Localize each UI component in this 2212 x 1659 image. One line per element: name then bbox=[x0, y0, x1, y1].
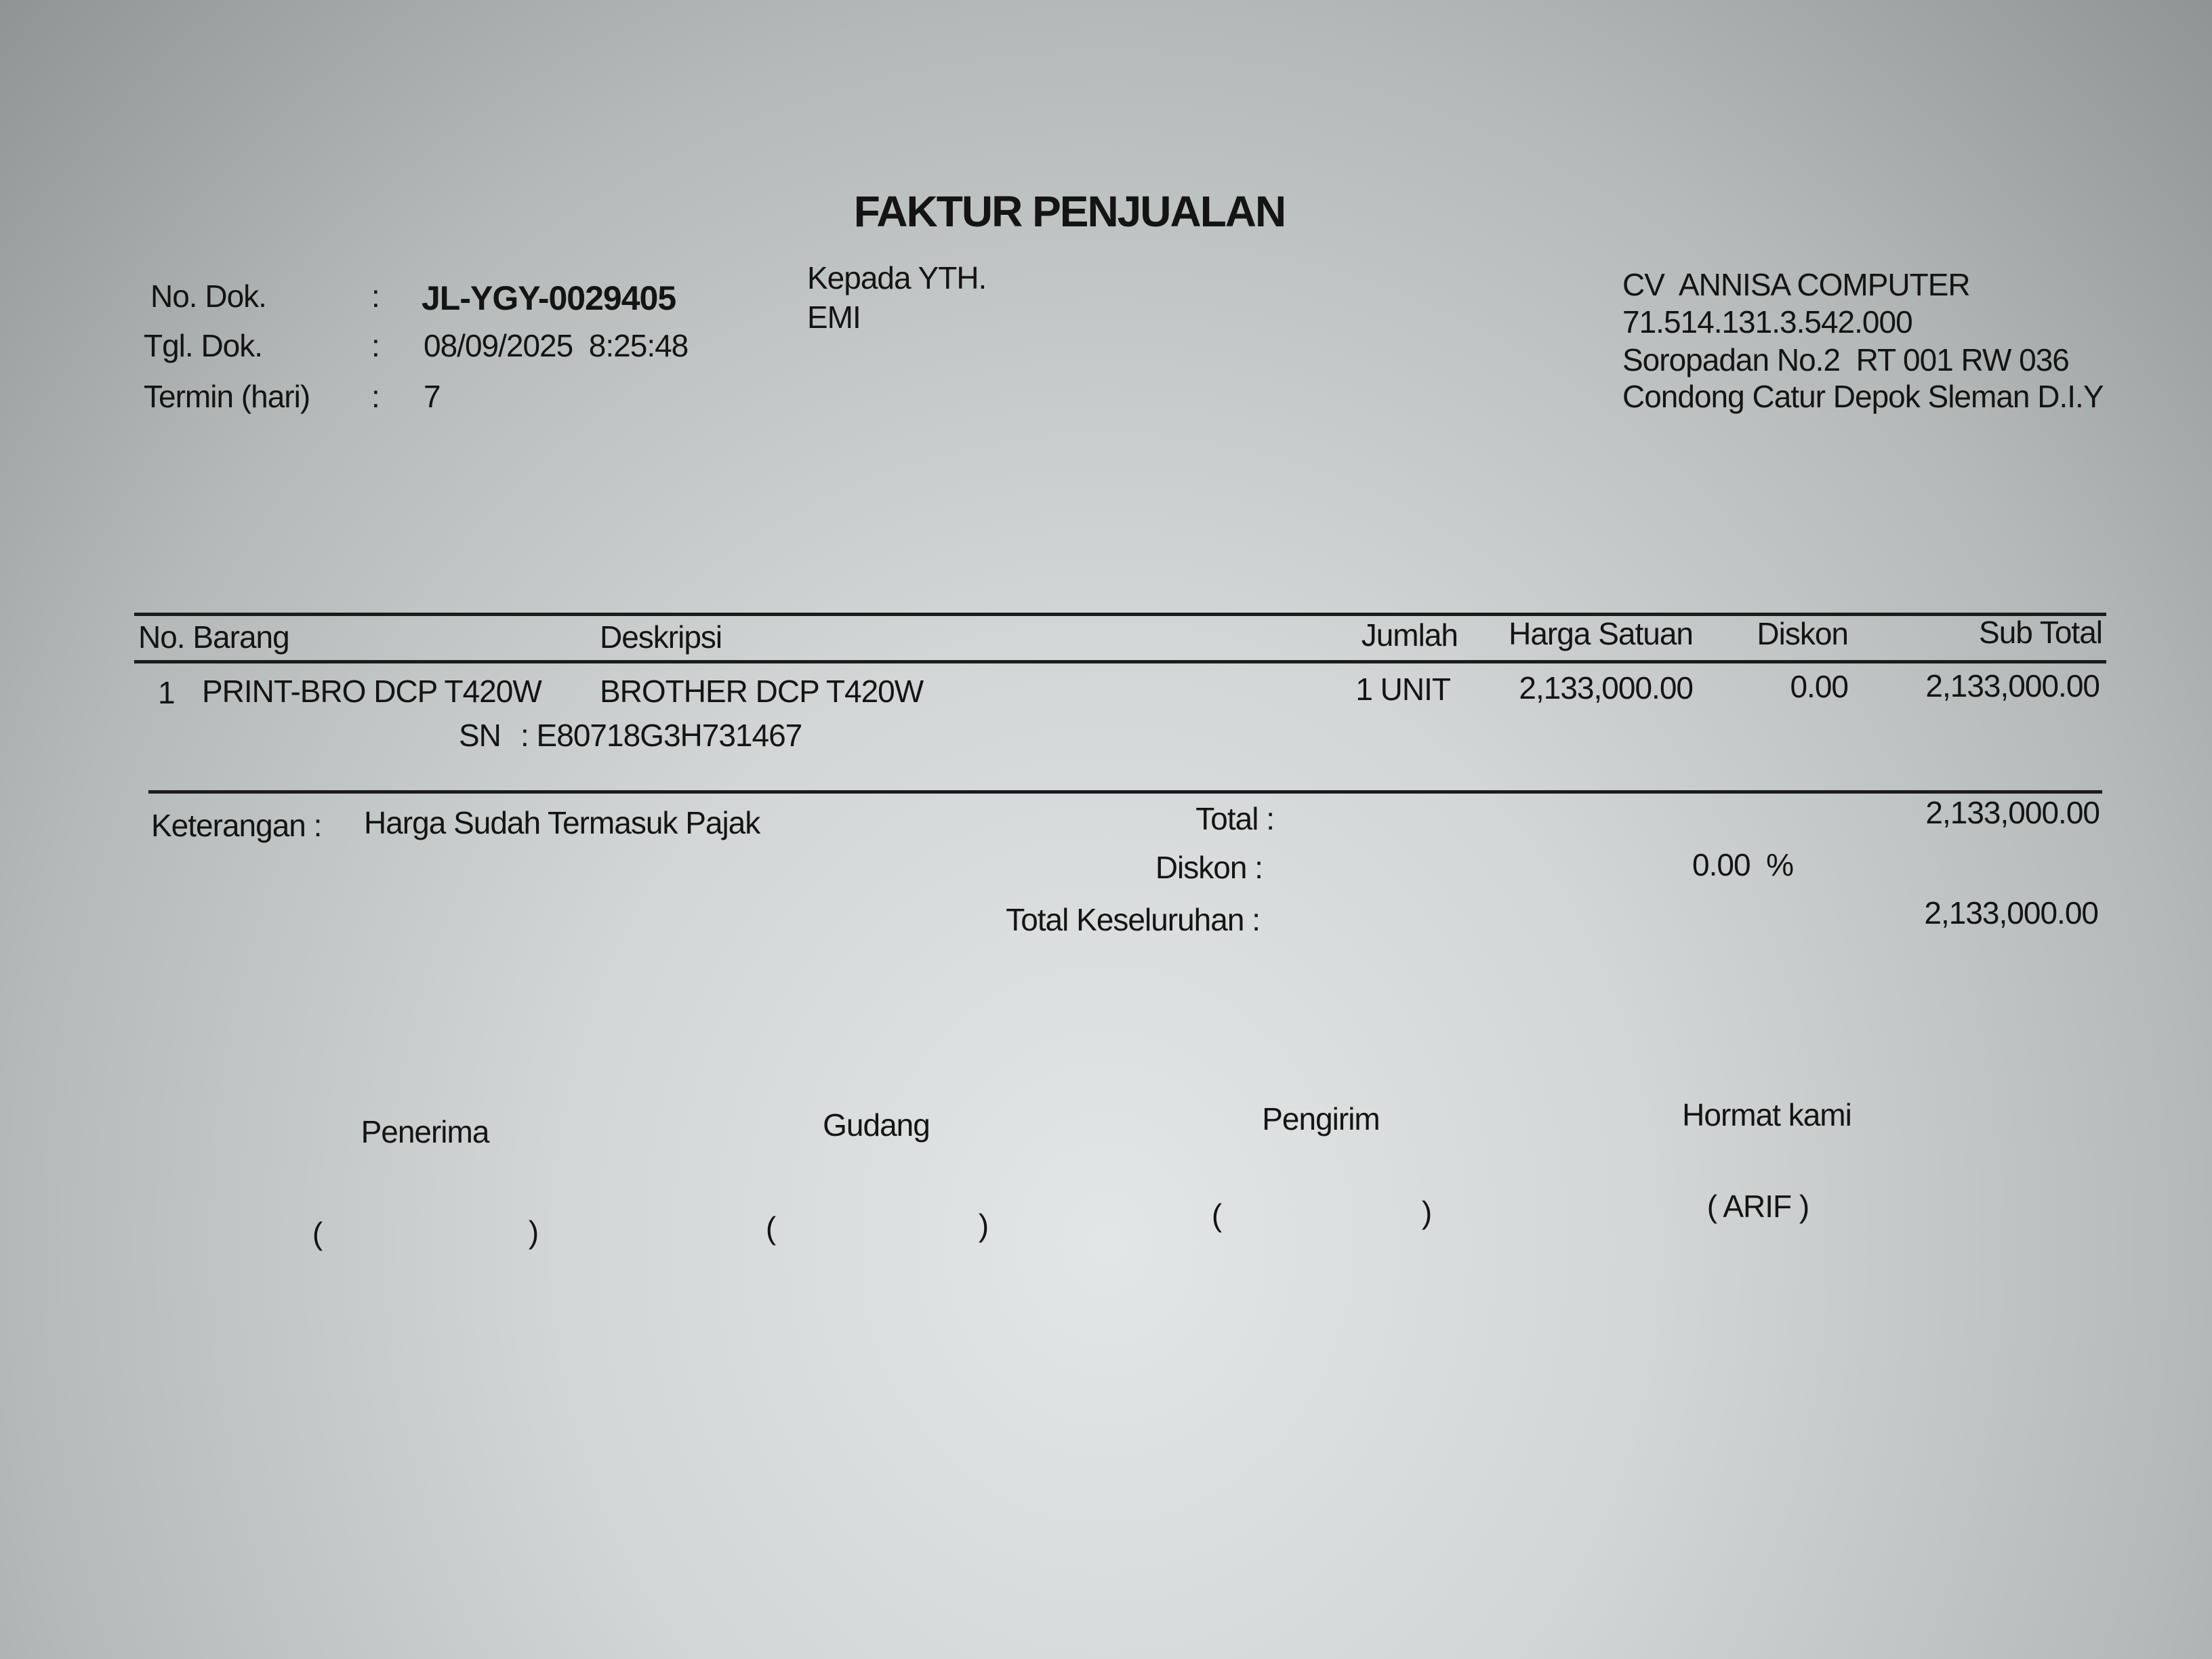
company-name: CV ANNISA COMPUTER bbox=[1622, 267, 1971, 302]
paren-open: ( bbox=[312, 1216, 323, 1251]
company-address-1: Soropadan No.2 RT 001 RW 036 bbox=[1622, 342, 2070, 377]
serial-label: SN bbox=[459, 718, 501, 753]
header-harga-satuan: Harga Satuan bbox=[1509, 616, 1694, 651]
signature-gudang: Gudang bbox=[823, 1107, 930, 1143]
keterangan-label: Keterangan : bbox=[151, 808, 322, 843]
item-description: BROTHER DCP T420W bbox=[600, 674, 924, 709]
item-unit-price: 2,133,000.00 bbox=[1519, 670, 1694, 705]
serial-number: : E80718G3H731467 bbox=[520, 718, 802, 753]
paren-open: ( bbox=[1211, 1197, 1222, 1233]
row-number: 1 bbox=[158, 675, 176, 710]
table-top-rule bbox=[134, 613, 2106, 616]
table-bottom-rule bbox=[148, 790, 2102, 794]
tgl-dok-value: 08/09/2025 8:25:48 bbox=[424, 328, 689, 363]
no-dok-value: JL-YGY-0029405 bbox=[422, 279, 676, 317]
table-header-rule bbox=[134, 660, 2106, 663]
total-label: Total : bbox=[1195, 801, 1275, 836]
total-value: 2,133,000.00 bbox=[1925, 795, 2100, 830]
grand-total-value: 2,133,000.00 bbox=[1924, 895, 2099, 930]
item-quantity: 1 UNIT bbox=[1355, 672, 1451, 707]
item-discount: 0.00 bbox=[1790, 669, 1849, 704]
paren-close: ) bbox=[1421, 1195, 1432, 1230]
diskon-label: Diskon : bbox=[1155, 850, 1263, 885]
header-sub-total: Sub Total bbox=[1979, 615, 2103, 650]
company-npwp: 71.514.131.3.542.000 bbox=[1622, 304, 1913, 340]
recipient-name: EMI bbox=[807, 300, 861, 335]
signature-hormat-kami: Hormat kami bbox=[1682, 1097, 1852, 1132]
colon: : bbox=[371, 379, 380, 414]
company-address-2: Condong Catur Depok Sleman D.I.Y bbox=[1622, 379, 2104, 414]
header-deskripsi: Deskripsi bbox=[600, 619, 722, 655]
paren-close: ) bbox=[528, 1214, 539, 1250]
signature-pengirim: Pengirim bbox=[1262, 1101, 1380, 1136]
document-title: FAKTUR PENJUALAN bbox=[853, 187, 1286, 236]
header-jumlah: Jumlah bbox=[1361, 617, 1458, 653]
keterangan-value: Harga Sudah Termasuk Pajak bbox=[364, 805, 760, 840]
termin-value: 7 bbox=[424, 379, 441, 414]
recipient-label: Kepada YTH. bbox=[807, 260, 987, 295]
signer-name: ( ARIF ) bbox=[1706, 1189, 1809, 1224]
termin-label: Termin (hari) bbox=[144, 379, 310, 414]
colon: : bbox=[371, 328, 380, 363]
signature-penerima: Penerima bbox=[361, 1114, 490, 1149]
tgl-dok-label: Tgl. Dok. bbox=[144, 328, 263, 363]
item-subtotal: 2,133,000.00 bbox=[1925, 668, 2100, 703]
paren-close: ) bbox=[978, 1208, 989, 1243]
grand-total-label: Total Keseluruhan : bbox=[1006, 902, 1261, 937]
colon: : bbox=[371, 279, 380, 314]
diskon-value: 0.00 % bbox=[1692, 847, 1794, 882]
no-dok-label: No. Dok. bbox=[150, 279, 267, 314]
item-code: PRINT-BRO DCP T420W bbox=[202, 674, 542, 709]
paren-open: ( bbox=[765, 1210, 776, 1246]
header-diskon: Diskon bbox=[1757, 616, 1849, 651]
header-no-barang: No. Barang bbox=[138, 619, 290, 655]
